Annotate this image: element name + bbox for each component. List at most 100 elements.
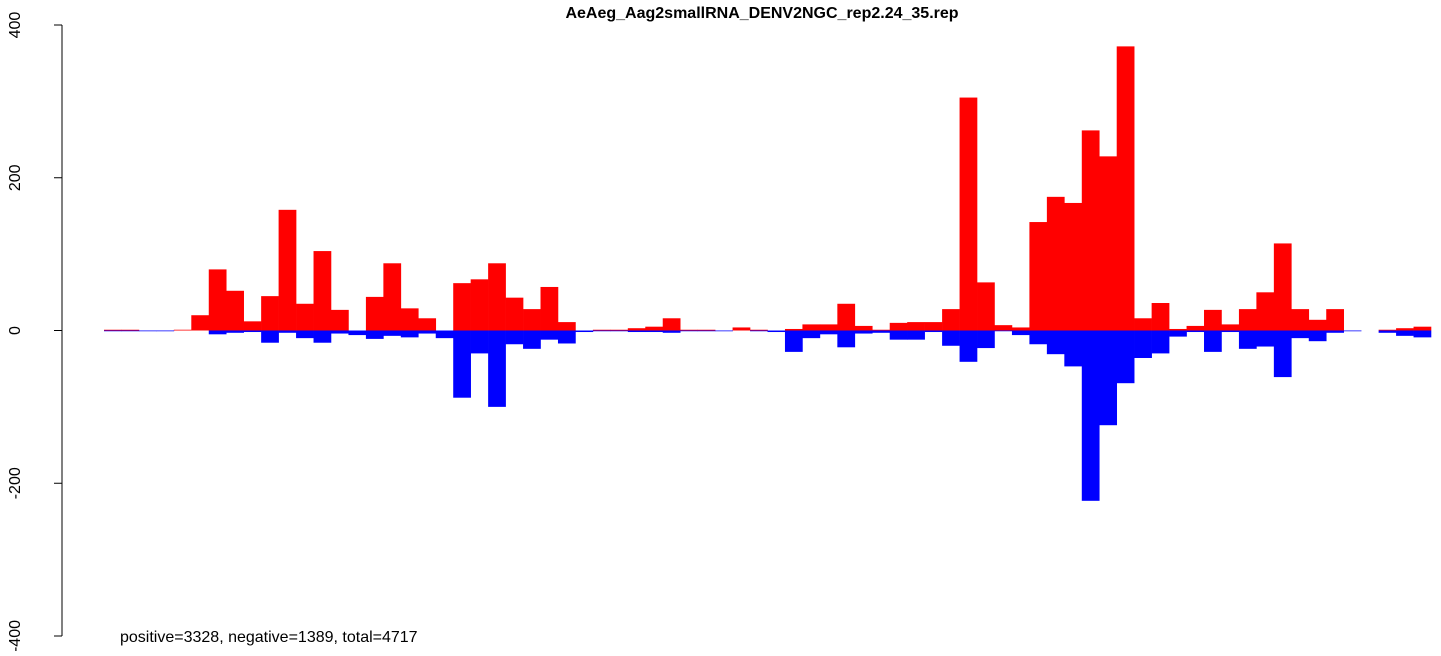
bar bbox=[1029, 330, 1048, 345]
bar bbox=[1099, 330, 1118, 426]
bar bbox=[1378, 330, 1397, 333]
bar bbox=[977, 282, 995, 331]
bar bbox=[1116, 46, 1135, 331]
bar bbox=[418, 318, 437, 331]
bar bbox=[1291, 330, 1310, 339]
bar bbox=[488, 263, 506, 331]
bar bbox=[1204, 330, 1222, 352]
bar bbox=[1099, 156, 1118, 331]
bar bbox=[907, 330, 925, 340]
bar bbox=[697, 330, 716, 332]
bar bbox=[994, 325, 1013, 331]
bar bbox=[924, 330, 943, 333]
bar bbox=[977, 330, 995, 349]
bar bbox=[365, 330, 384, 339]
bar bbox=[802, 324, 821, 331]
bar bbox=[1011, 330, 1030, 336]
bar bbox=[488, 330, 506, 407]
bar bbox=[470, 279, 489, 331]
y-tick-label: 400 bbox=[7, 12, 24, 39]
bar bbox=[243, 321, 262, 331]
bar bbox=[1238, 309, 1257, 331]
bar bbox=[1343, 330, 1362, 332]
y-tick-label: -400 bbox=[7, 620, 24, 651]
bar bbox=[278, 330, 297, 333]
bar bbox=[104, 330, 122, 332]
bar bbox=[1186, 330, 1205, 333]
bar bbox=[505, 297, 524, 331]
bar bbox=[557, 322, 576, 331]
bar bbox=[1396, 330, 1414, 336]
bar bbox=[1186, 325, 1205, 331]
bar bbox=[784, 328, 803, 331]
bar bbox=[400, 330, 419, 338]
bar bbox=[121, 329, 140, 331]
bar bbox=[1326, 330, 1344, 333]
bar bbox=[732, 327, 751, 331]
bar bbox=[1151, 330, 1170, 354]
bar bbox=[1151, 303, 1170, 331]
bar bbox=[1273, 243, 1292, 331]
bar bbox=[191, 315, 210, 331]
bar bbox=[1221, 324, 1240, 331]
bar bbox=[208, 330, 227, 335]
bar bbox=[1273, 330, 1292, 378]
bar bbox=[942, 330, 960, 346]
bar bbox=[243, 330, 262, 333]
bar bbox=[104, 329, 122, 331]
bar bbox=[662, 318, 681, 331]
bar bbox=[819, 324, 838, 331]
bar bbox=[872, 330, 891, 333]
bar bbox=[1256, 292, 1275, 331]
bar bbox=[942, 309, 960, 331]
bar bbox=[645, 330, 664, 333]
bar bbox=[1064, 202, 1083, 331]
bar bbox=[453, 330, 471, 398]
bar bbox=[627, 328, 646, 331]
bar bbox=[208, 269, 227, 331]
bar bbox=[1204, 309, 1222, 331]
bar bbox=[121, 330, 140, 332]
bar bbox=[156, 330, 175, 332]
bar bbox=[924, 322, 943, 331]
y-tick-label: 200 bbox=[7, 164, 24, 191]
bar bbox=[1011, 327, 1030, 331]
bar bbox=[523, 330, 541, 349]
bar bbox=[1413, 330, 1432, 338]
bar bbox=[784, 330, 803, 352]
bar bbox=[523, 309, 541, 331]
bar bbox=[278, 209, 297, 331]
bar bbox=[383, 330, 402, 336]
bar bbox=[680, 329, 698, 331]
bar bbox=[1308, 330, 1327, 342]
bar bbox=[313, 330, 332, 343]
bar bbox=[1256, 330, 1275, 347]
bar bbox=[662, 330, 681, 333]
bar bbox=[173, 329, 192, 331]
bar bbox=[1378, 329, 1397, 331]
bar bbox=[767, 330, 786, 333]
bar bbox=[1413, 326, 1432, 331]
bar bbox=[470, 330, 489, 354]
bar bbox=[383, 263, 402, 331]
chart-title: AeAeg_Aag2smallRNA_DENV2NGC_rep2.24_35.r… bbox=[565, 5, 958, 22]
bar bbox=[889, 330, 908, 340]
bar bbox=[680, 330, 698, 332]
bar bbox=[1291, 309, 1310, 331]
bar bbox=[802, 330, 821, 339]
bar bbox=[819, 330, 838, 335]
bar bbox=[540, 286, 559, 331]
bar bbox=[226, 290, 244, 331]
bar bbox=[435, 330, 454, 339]
bar bbox=[1308, 319, 1327, 331]
bar bbox=[1221, 330, 1240, 333]
bar bbox=[907, 322, 925, 331]
bar bbox=[1134, 330, 1152, 358]
bar bbox=[750, 330, 768, 332]
bar bbox=[348, 330, 367, 336]
bar bbox=[1081, 130, 1100, 331]
bar bbox=[592, 329, 611, 331]
bar bbox=[1169, 330, 1187, 337]
y-tick-label: 0 bbox=[7, 326, 24, 335]
